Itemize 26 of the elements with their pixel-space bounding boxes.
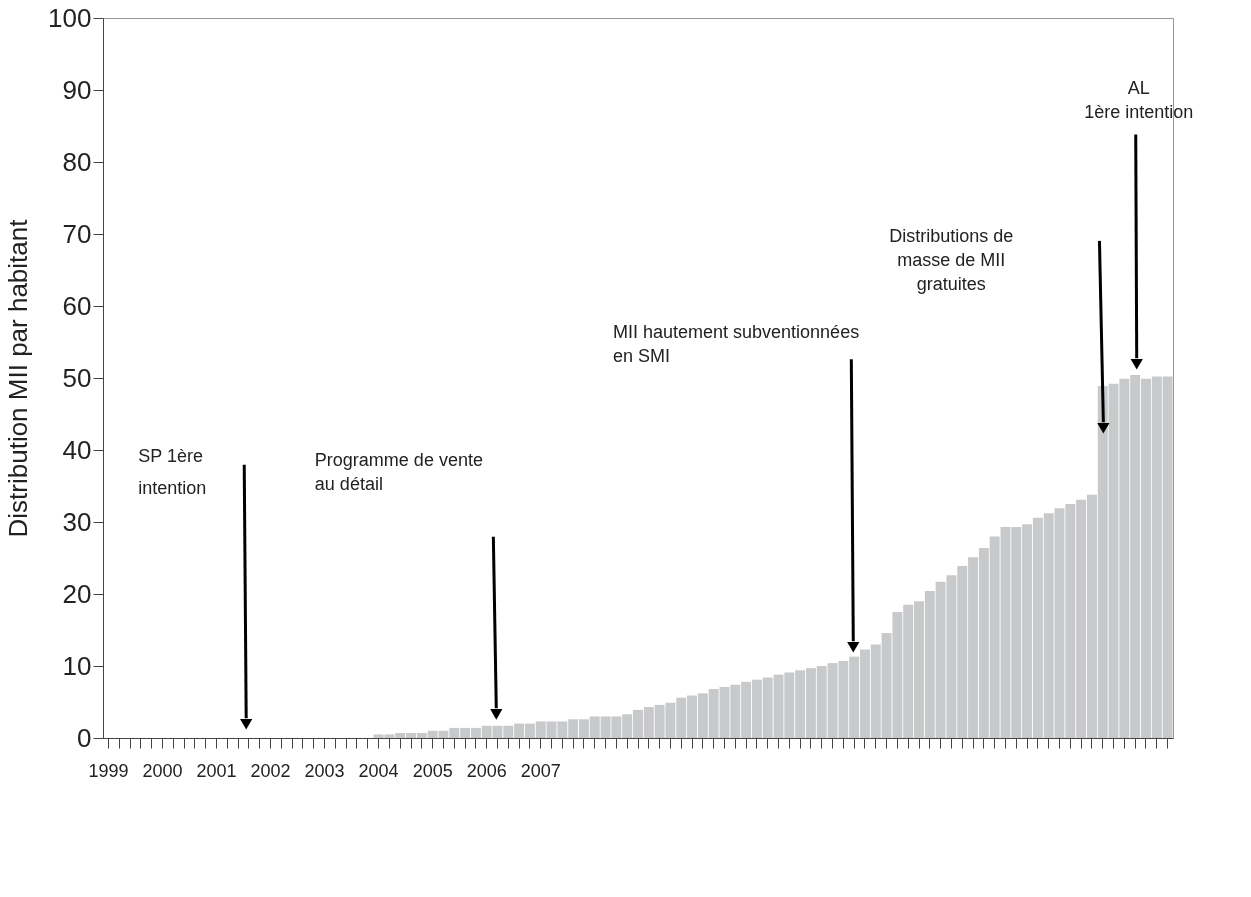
x-tick-label: 2005 <box>412 760 453 781</box>
annotation: Programme de vente au détail <box>314 449 483 494</box>
x-tick-label: 2000 <box>142 760 183 781</box>
annotation: AL 1ère intention <box>1084 78 1194 123</box>
x-tick-label: 2002 <box>250 760 291 781</box>
y-tick-label: 70 <box>62 218 92 249</box>
x-tick-label: 2006 <box>466 760 507 781</box>
x-tick-label: 2007 <box>520 760 561 781</box>
y-tick-label: 20 <box>62 578 92 609</box>
annotation: MII hautement subventionnées en SMI <box>612 321 860 366</box>
y-tick-label: 10 <box>62 650 92 681</box>
y-tick-label: 50 <box>62 362 92 393</box>
y-tick-label: 30 <box>62 506 92 537</box>
annotation: Distributions de masse de MII gratuites <box>889 226 1014 295</box>
y-tick-label: 0 <box>77 722 92 753</box>
y-axis-title: Distribution MII par habitant <box>3 218 34 538</box>
x-tick-label: 2004 <box>358 760 399 781</box>
y-tick-label: 40 <box>62 434 92 465</box>
annotation: SP 1ère intention <box>138 446 207 499</box>
y-tick-label: 100 <box>48 2 92 33</box>
y-tick-label: 90 <box>62 74 92 105</box>
x-tick-label: 1999 <box>88 760 129 781</box>
x-tick-label: 2001 <box>196 760 237 781</box>
y-tick-label: 60 <box>62 290 92 321</box>
x-tick-label: 2003 <box>304 760 345 781</box>
y-tick-label: 80 <box>62 146 92 177</box>
